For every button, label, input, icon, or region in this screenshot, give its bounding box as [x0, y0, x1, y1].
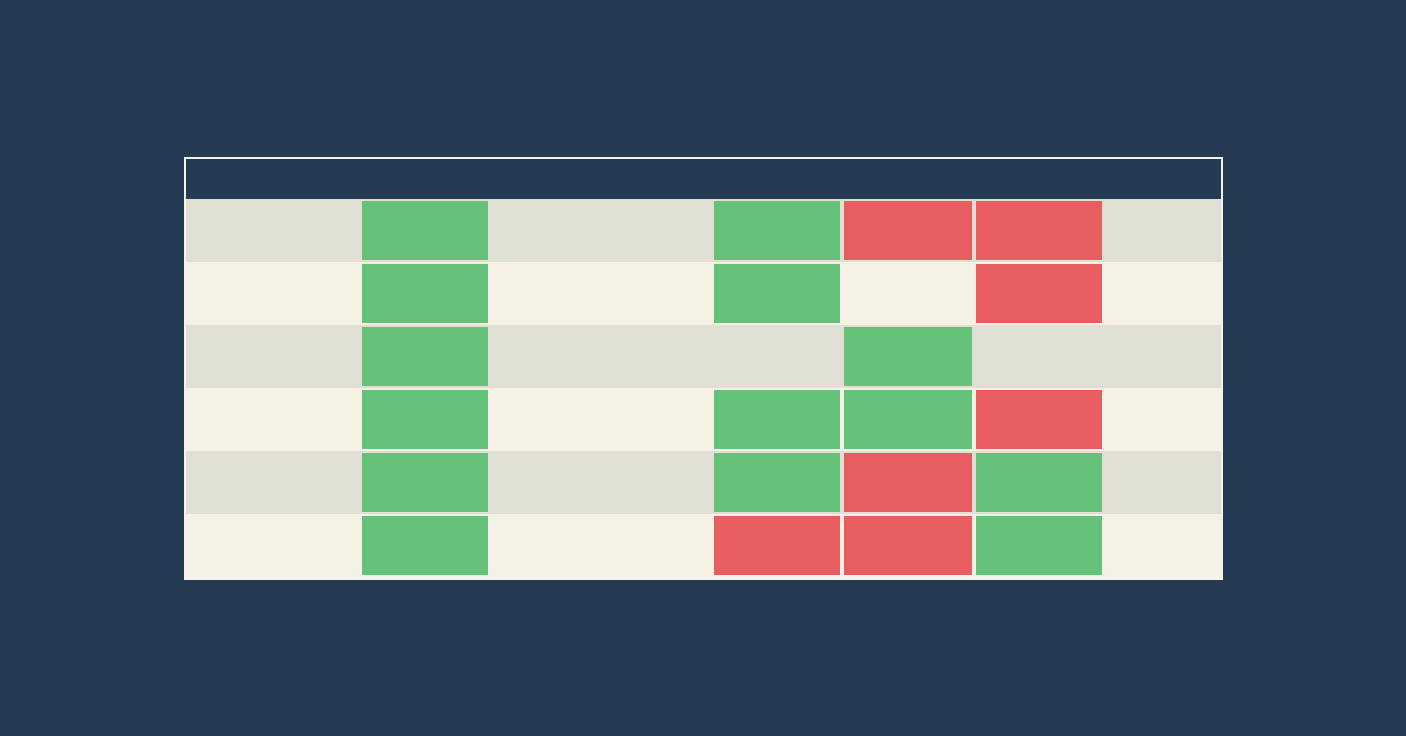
negative-cell-marker	[976, 390, 1102, 449]
table-row	[186, 514, 1221, 577]
table-row	[186, 325, 1221, 388]
negative-cell-marker	[976, 201, 1102, 260]
table-row	[186, 451, 1221, 514]
table-cell	[360, 325, 490, 388]
table-cell	[186, 514, 360, 577]
table-cell	[360, 514, 490, 577]
positive-cell-marker	[362, 516, 488, 575]
positive-cell-marker	[362, 327, 488, 386]
negative-cell-marker	[844, 453, 972, 512]
positive-cell-marker	[714, 453, 840, 512]
positive-cell-marker	[362, 264, 488, 323]
table-cell	[1104, 199, 1221, 262]
positive-cell-marker	[714, 201, 840, 260]
table-row	[186, 388, 1221, 451]
table-cell	[490, 451, 712, 514]
table-cell	[974, 199, 1104, 262]
table-cell	[490, 388, 712, 451]
positive-cell-marker	[976, 453, 1102, 512]
table-cell	[186, 325, 360, 388]
table-cell	[712, 451, 842, 514]
table-cell	[712, 262, 842, 325]
table-cell	[974, 388, 1104, 451]
table-cell	[1104, 451, 1221, 514]
negative-cell-marker	[844, 516, 972, 575]
positive-cell-marker	[362, 390, 488, 449]
table-cell	[1104, 514, 1221, 577]
status-table	[184, 157, 1223, 580]
table-cell	[974, 325, 1104, 388]
table-cell	[842, 199, 974, 262]
table-cell	[186, 262, 360, 325]
table-cell	[360, 451, 490, 514]
table-cell	[1104, 262, 1221, 325]
table-row	[186, 262, 1221, 325]
negative-cell-marker	[976, 264, 1102, 323]
table-body	[186, 199, 1221, 578]
table-cell	[490, 262, 712, 325]
table-cell	[490, 325, 712, 388]
table-cell	[842, 514, 974, 577]
table-cell	[360, 262, 490, 325]
table-cell	[974, 262, 1104, 325]
table-cell	[1104, 325, 1221, 388]
table-cell	[842, 388, 974, 451]
table-row	[186, 199, 1221, 262]
table-cell	[712, 199, 842, 262]
table-cell	[842, 262, 974, 325]
table-cell	[490, 514, 712, 577]
negative-cell-marker	[714, 516, 840, 575]
positive-cell-marker	[976, 516, 1102, 575]
table-cell	[1104, 388, 1221, 451]
positive-cell-marker	[844, 390, 972, 449]
table-cell	[712, 325, 842, 388]
table-cell	[490, 199, 712, 262]
positive-cell-marker	[362, 453, 488, 512]
table-cell	[712, 388, 842, 451]
table-header-bar	[186, 159, 1221, 199]
table-cell	[974, 514, 1104, 577]
positive-cell-marker	[362, 201, 488, 260]
positive-cell-marker	[714, 264, 840, 323]
table-cell	[186, 451, 360, 514]
negative-cell-marker	[844, 201, 972, 260]
table-cell	[360, 388, 490, 451]
table-cell	[186, 199, 360, 262]
table-cell	[360, 199, 490, 262]
positive-cell-marker	[844, 327, 972, 386]
table-cell	[842, 451, 974, 514]
table-cell	[974, 451, 1104, 514]
table-cell	[186, 388, 360, 451]
table-cell	[712, 514, 842, 577]
table-cell	[842, 325, 974, 388]
positive-cell-marker	[714, 390, 840, 449]
